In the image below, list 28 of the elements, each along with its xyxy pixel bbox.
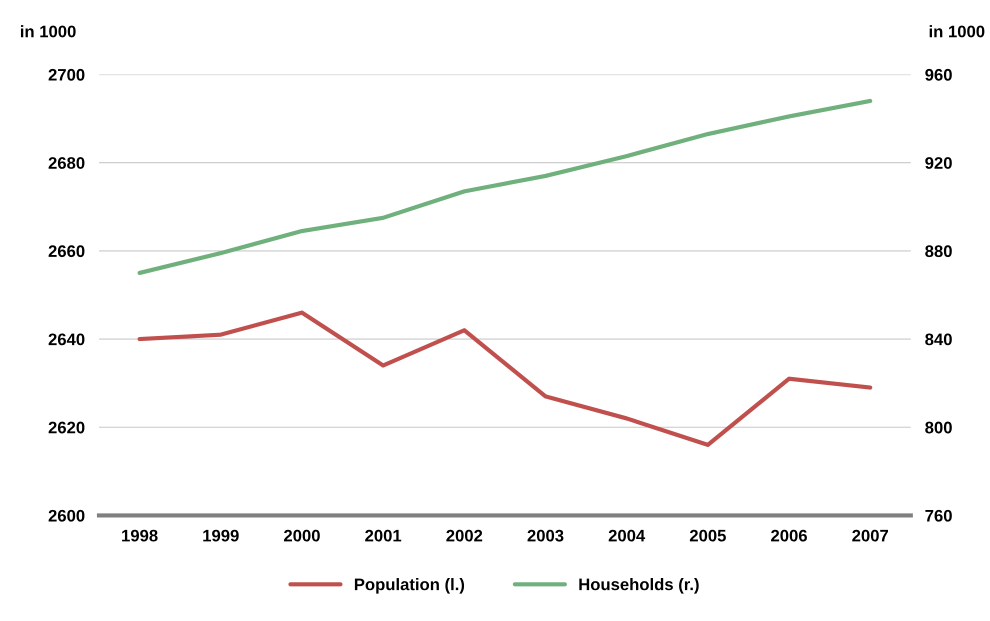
y-tick-label: 2700 xyxy=(48,68,84,81)
y-tick-label: 2600 xyxy=(48,510,84,522)
y2-tick-label: 880 xyxy=(925,245,952,258)
y2-tick-label: 960 xyxy=(925,68,952,81)
y-tick-label: 2620 xyxy=(48,422,84,434)
x-tick-label: 2007 xyxy=(852,530,888,542)
legend-label: Households (r.) xyxy=(579,578,699,594)
x-tick-label: 2004 xyxy=(608,530,646,542)
x-tick-label: 2001 xyxy=(365,530,402,542)
x-tick-label: 2000 xyxy=(284,530,320,542)
x-tick-label: 2003 xyxy=(528,530,564,542)
line-series xyxy=(138,310,872,447)
x-tick-label: 1999 xyxy=(203,530,239,542)
y-axis-title: in 1000 xyxy=(20,25,76,38)
y-tick-label: 2660 xyxy=(48,245,84,258)
y2-tick-label: 760 xyxy=(925,510,952,522)
y2-axis-title: in 1000 xyxy=(930,25,984,38)
x-tick-label: 2005 xyxy=(690,530,726,542)
y2-tick-label: 800 xyxy=(925,422,952,434)
y-tick-label: 2680 xyxy=(48,157,84,169)
x-tick-label: 2002 xyxy=(446,530,482,542)
x-tick-label: 1998 xyxy=(122,530,158,542)
line-series xyxy=(138,98,872,276)
legend-label: Population (l.) xyxy=(354,578,464,594)
y-tick-label: 2640 xyxy=(48,333,84,346)
y2-tick-label: 920 xyxy=(925,157,952,169)
y2-tick-label: 840 xyxy=(925,333,952,346)
x-tick-label: 2006 xyxy=(771,530,807,542)
